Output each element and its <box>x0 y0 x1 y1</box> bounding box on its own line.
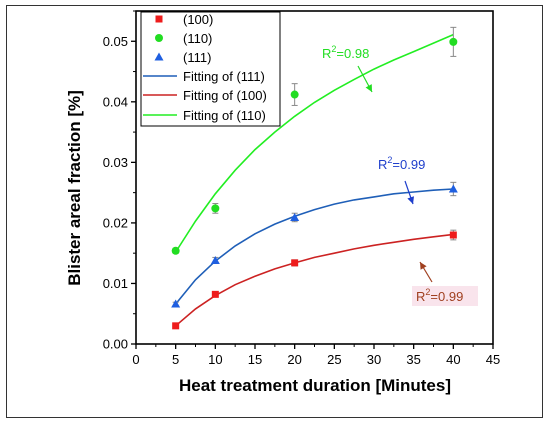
legend-marker-1 <box>155 34 163 42</box>
data-point-2 <box>448 184 458 193</box>
legend-fit-label-1: Fitting of (100) <box>183 88 267 103</box>
y-tick-label: 0.00 <box>103 337 128 352</box>
fit-curve-1 <box>175 233 454 327</box>
data-point-1 <box>449 37 458 46</box>
x-axis-label: Heat treatment duration [Minutes] <box>179 376 451 395</box>
y-tick-label: 0.02 <box>103 215 128 230</box>
x-tick-label: 35 <box>406 352 420 367</box>
figure-frame <box>6 5 543 418</box>
y-tick-label: 0.03 <box>103 155 128 170</box>
r-squared-annotation-0: R2=0.98 <box>322 44 369 61</box>
legend-marker-2 <box>154 52 164 61</box>
data-point-0 <box>449 231 457 239</box>
legend-label-1: (110) <box>183 31 212 46</box>
annotation-arrow-head <box>407 196 415 204</box>
fit-curve-0 <box>175 188 454 305</box>
annotation-background <box>412 286 478 306</box>
annotation-arrow-head <box>420 262 427 270</box>
x-tick-label: 5 <box>172 352 179 367</box>
legend-box <box>140 11 281 127</box>
data-point-0 <box>172 322 180 330</box>
legend-marker-0 <box>155 15 163 23</box>
data-point-1 <box>290 90 299 99</box>
x-tick-label: 0 <box>132 352 139 367</box>
data-point-2 <box>171 299 181 308</box>
data-point-1 <box>211 204 220 213</box>
legend-fit-label-0: Fitting of (111) <box>183 69 265 84</box>
x-tick-label: 30 <box>367 352 381 367</box>
x-tick-label: 15 <box>248 352 262 367</box>
y-axis-label: Blister areal fraction [%] <box>65 90 84 286</box>
x-tick-label: 25 <box>327 352 341 367</box>
y-tick-label: 0.01 <box>103 276 128 291</box>
data-point-1 <box>171 246 180 255</box>
fit-curve-2 <box>175 33 454 253</box>
legend-label-2: (111) <box>183 50 211 65</box>
data-point-0 <box>211 290 219 298</box>
plot-area: 0 5 10 15 20 25 30 35 40 45 0.00 0.01 0.02 0.03 0.04 0.… <box>103 10 500 367</box>
x-tick-label: 20 <box>287 352 301 367</box>
y-tick-label: 0.05 <box>103 34 128 49</box>
legend-fit-label-2: Fitting of (110) <box>183 108 266 123</box>
annotation-arrow-head <box>365 84 372 92</box>
r-squared-annotation-1: R2=0.99 <box>378 155 425 172</box>
data-point-0 <box>291 259 299 267</box>
x-tick-label: 10 <box>208 352 222 367</box>
data-point-2 <box>210 255 220 264</box>
y-tick-label: 0.04 <box>103 94 128 109</box>
legend: (100) (110) (111) Fitting of (111) Fitting o… <box>140 11 281 127</box>
r-squared-annotation-2: R2=0.99 <box>416 287 463 304</box>
x-tick-label: 40 <box>446 352 460 367</box>
x-tick-label: 45 <box>486 352 500 367</box>
data-point-2 <box>290 212 300 221</box>
legend-label-0: (100) <box>183 12 213 27</box>
